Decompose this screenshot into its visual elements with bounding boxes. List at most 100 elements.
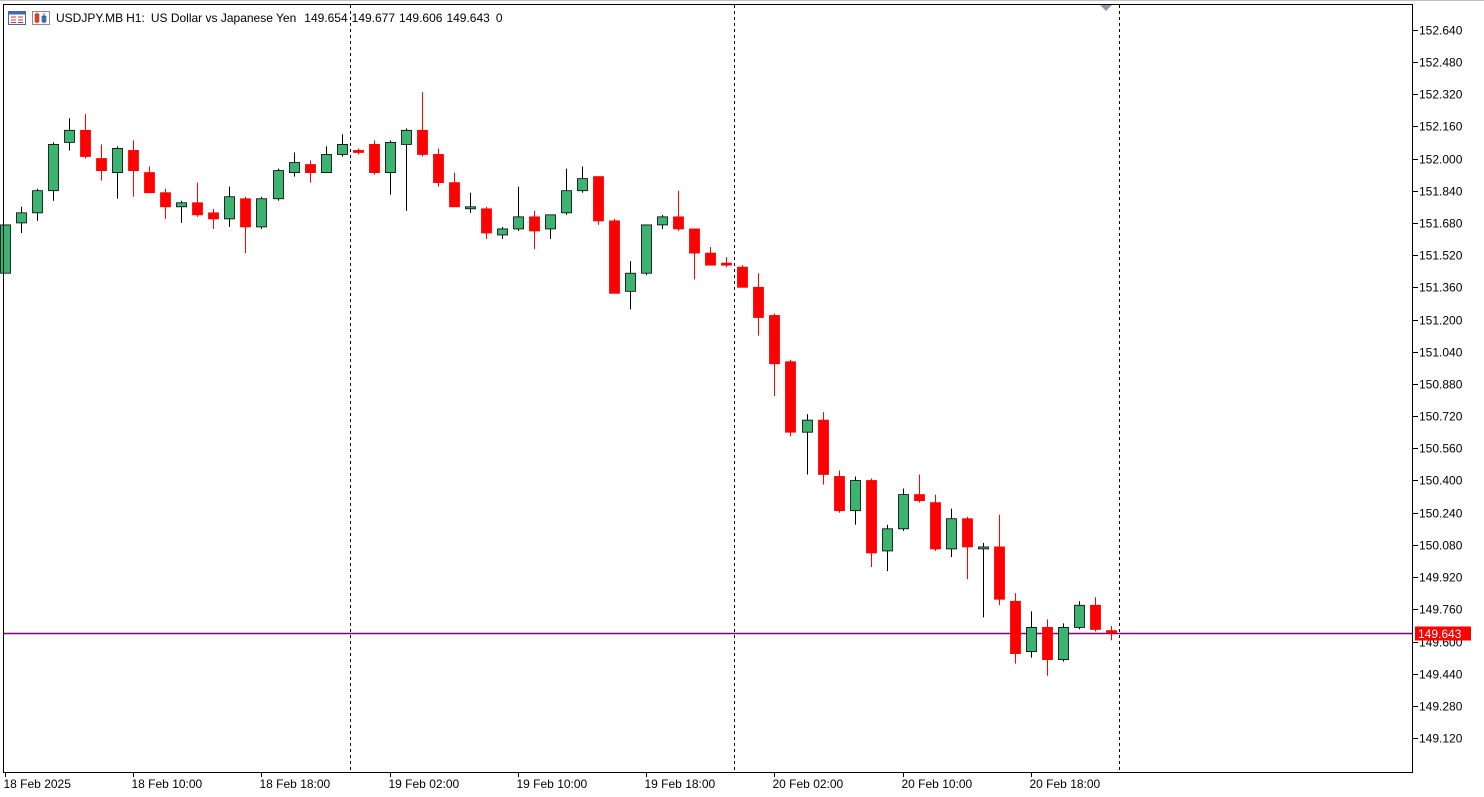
- candle[interactable]: [545, 214, 556, 239]
- candle[interactable]: [914, 474, 925, 503]
- candle[interactable]: [465, 192, 476, 213]
- candle[interactable]: [850, 476, 861, 525]
- candle[interactable]: [978, 542, 989, 618]
- candle[interactable]: [449, 172, 460, 208]
- candle[interactable]: [192, 182, 203, 217]
- candle[interactable]: [529, 210, 540, 250]
- candle-body-bull: [882, 528, 893, 552]
- candle-body-bull: [289, 162, 300, 173]
- candle[interactable]: [208, 208, 219, 229]
- candle[interactable]: [305, 160, 316, 183]
- candle[interactable]: [561, 168, 572, 215]
- candle-body-bear: [962, 518, 973, 548]
- plot-frame: [3, 4, 1413, 773]
- candle[interactable]: [80, 114, 91, 159]
- scroll-marker-icon[interactable]: [1100, 5, 1112, 11]
- candle[interactable]: [48, 142, 59, 201]
- candle-body-bull: [1026, 627, 1037, 652]
- candle[interactable]: [834, 470, 845, 513]
- candle[interactable]: [433, 148, 444, 187]
- candle[interactable]: [641, 224, 652, 276]
- candle[interactable]: [657, 214, 668, 229]
- candle[interactable]: [1074, 601, 1085, 630]
- candle[interactable]: [128, 140, 139, 197]
- candle[interactable]: [1042, 619, 1053, 676]
- candle-body-bull: [497, 228, 508, 236]
- candle-body-bear: [593, 176, 604, 222]
- candle-body-bull: [337, 144, 348, 155]
- candle[interactable]: [1058, 623, 1069, 662]
- candle[interactable]: [673, 190, 684, 231]
- candle[interactable]: [96, 144, 107, 181]
- candle[interactable]: [64, 118, 75, 151]
- candle[interactable]: [240, 196, 251, 254]
- candle[interactable]: [818, 412, 829, 485]
- candle[interactable]: [946, 508, 957, 557]
- chart-window-icon[interactable]: [8, 11, 26, 25]
- candle[interactable]: [256, 196, 267, 229]
- candle[interactable]: [866, 478, 877, 568]
- candle[interactable]: [16, 206, 27, 233]
- candle-body-bear: [866, 480, 877, 554]
- candle-body-bull: [112, 148, 123, 173]
- candle[interactable]: [593, 176, 604, 225]
- candle[interactable]: [176, 200, 187, 223]
- y-tick-label: 149.760: [1419, 603, 1463, 617]
- y-tick-label: 150.880: [1419, 378, 1463, 392]
- candle[interactable]: [930, 494, 941, 551]
- candle-body-bull: [946, 518, 957, 550]
- candle[interactable]: [144, 166, 155, 194]
- candle[interactable]: [289, 152, 300, 177]
- candle[interactable]: [353, 148, 364, 155]
- candle[interactable]: [224, 186, 235, 227]
- candle[interactable]: [609, 218, 620, 294]
- candle[interactable]: [513, 186, 524, 231]
- candle[interactable]: [273, 168, 284, 201]
- candle[interactable]: [769, 313, 780, 396]
- symbol-label: USDJPY.MB: [56, 11, 124, 25]
- candle[interactable]: [369, 140, 380, 175]
- candle[interactable]: [689, 228, 700, 280]
- candle[interactable]: [32, 188, 43, 221]
- candle[interactable]: [898, 488, 909, 531]
- candle-body-bear: [305, 164, 316, 173]
- candle-body-bear: [144, 172, 155, 194]
- candle[interactable]: [1010, 593, 1021, 664]
- candle[interactable]: [737, 265, 748, 288]
- x-tick-label: 18 Feb 10:00: [132, 777, 203, 791]
- candle[interactable]: [962, 516, 973, 580]
- indicators-icon[interactable]: [32, 11, 50, 25]
- candle[interactable]: [112, 146, 123, 199]
- candle[interactable]: [1090, 597, 1101, 632]
- y-tick-label: 152.320: [1419, 88, 1463, 102]
- candle-body-bull: [978, 546, 989, 550]
- candle[interactable]: [385, 140, 396, 195]
- candle[interactable]: [337, 134, 348, 157]
- candle[interactable]: [625, 261, 636, 310]
- candle[interactable]: [0, 224, 11, 274]
- candle[interactable]: [1026, 611, 1037, 658]
- candle[interactable]: [721, 257, 732, 268]
- candle[interactable]: [401, 128, 412, 211]
- candle[interactable]: [417, 92, 428, 157]
- candle[interactable]: [882, 524, 893, 572]
- candle[interactable]: [321, 146, 332, 173]
- candle-body-bear: [160, 192, 171, 208]
- candle[interactable]: [160, 188, 171, 219]
- candle[interactable]: [785, 359, 796, 437]
- candle[interactable]: [802, 414, 813, 475]
- candle[interactable]: [994, 514, 1005, 606]
- candle[interactable]: [705, 247, 716, 266]
- candle-body-bull: [850, 480, 861, 512]
- current-price-label: 149.643: [1418, 627, 1462, 641]
- candle[interactable]: [753, 273, 764, 336]
- candle-body-bear: [914, 494, 925, 502]
- candle-body-bull: [641, 224, 652, 274]
- candle[interactable]: [497, 226, 508, 239]
- candle[interactable]: [481, 206, 492, 239]
- candle[interactable]: [1106, 626, 1117, 641]
- candle[interactable]: [577, 166, 588, 193]
- candle-body-bear: [240, 198, 251, 228]
